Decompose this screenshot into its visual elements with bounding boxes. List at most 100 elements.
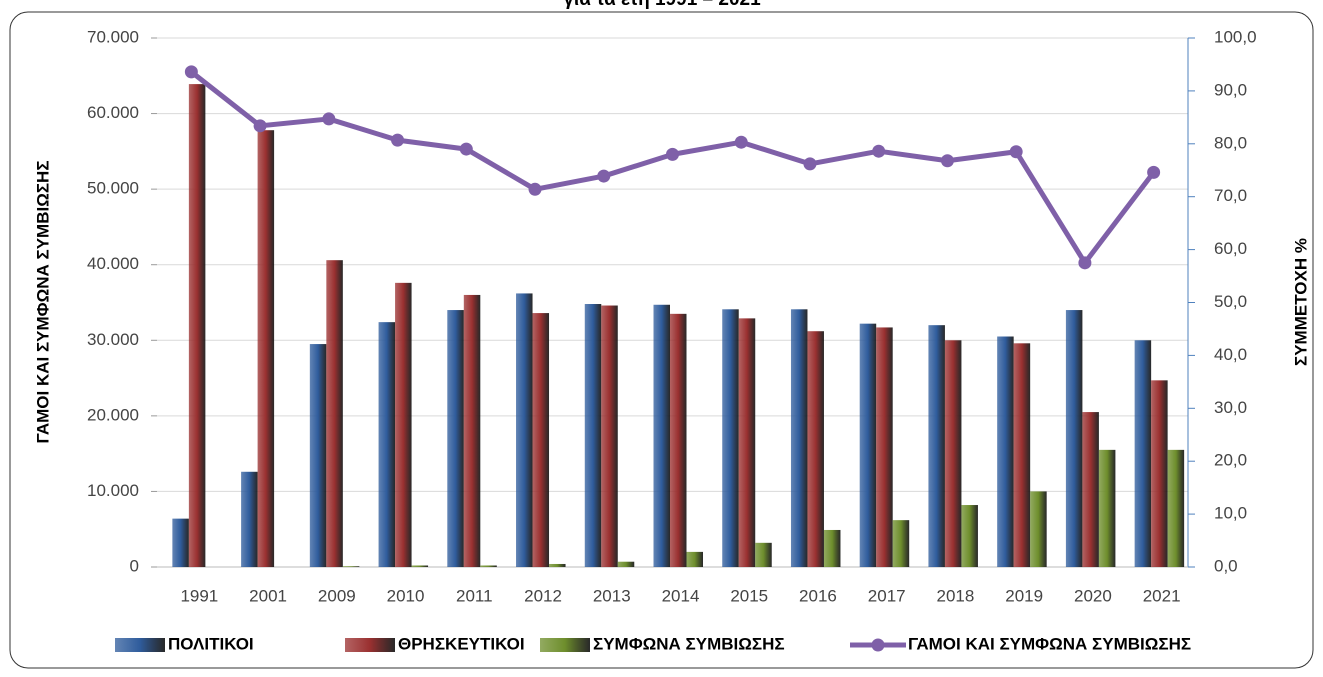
line-point [1009,145,1023,159]
x-tick-label: 2016 [799,586,837,605]
bar [378,322,396,567]
y-tick-label: 70.000 [87,27,139,46]
line-point [1147,165,1161,179]
x-tick-label: 2014 [662,586,700,605]
bar [326,260,343,567]
bar [859,323,877,567]
bar [1030,491,1047,567]
bar [601,305,618,567]
bar [395,282,412,567]
y2-tick-label: 100,0 [1214,27,1257,46]
chart-title: για τα έτη 1991 – 2021 [563,0,761,10]
line-point [322,112,336,126]
bar [480,565,497,567]
bar [790,309,808,567]
bar [1098,449,1116,567]
bar [1082,412,1099,567]
line-point [459,142,473,156]
x-tick-label: 2019 [1005,586,1043,605]
line-point [734,135,748,149]
bar [241,471,258,567]
bar [584,304,602,567]
y-tick-label: 0 [130,556,139,575]
y-tick-label: 60.000 [87,103,139,122]
y2-tick-label: 30,0 [1214,398,1247,417]
y2-tick-label: 80,0 [1214,133,1247,152]
bar [549,563,566,567]
bar [755,542,772,567]
y2-tick-label: 90,0 [1214,80,1247,99]
x-tick-label: 2021 [1143,586,1181,605]
legend-swatch [115,638,165,652]
y2-tick-label: 70,0 [1214,186,1247,205]
bar [928,325,945,567]
bar [257,130,275,567]
line-point [666,147,679,161]
bar [823,529,841,567]
x-tick-label: 2011 [456,586,493,605]
bar [653,304,670,567]
bar [1134,340,1152,567]
line-point [528,182,542,196]
line-point [597,169,611,183]
x-tick-label: 2010 [387,586,425,605]
y2-tick-label: 0,0 [1214,556,1238,575]
x-tick-label: 2020 [1074,586,1112,605]
bar [961,505,978,567]
x-tick-label: 2001 [249,586,287,605]
y-tick-label: 50.000 [87,179,139,198]
x-tick-label: 2009 [318,586,356,605]
legend-swatch [871,638,885,652]
line-point [872,144,886,158]
line-point [391,133,405,147]
bar [172,518,189,567]
bar [309,344,327,567]
bar [463,294,481,567]
legend-label: ΘΡΗΣΚΕΥΤΙΚΟΙ [398,634,525,653]
legend-swatch [540,638,590,652]
y2-tick-label: 40,0 [1214,345,1247,364]
y2-tick-label: 60,0 [1214,239,1247,258]
y-tick-label: 40.000 [87,254,139,273]
line-point [253,119,267,133]
bar [447,310,464,567]
bar [617,561,635,567]
y-tick-label: 20.000 [87,405,139,424]
y-tick-label: 10.000 [87,481,139,500]
x-tick-label: 2015 [730,586,768,605]
bar [997,336,1014,567]
y-tick-label: 30.000 [87,330,139,349]
x-tick-label: 1991 [180,586,218,605]
line-point [940,154,954,168]
bar [944,340,962,567]
bar [876,327,893,567]
bar [532,313,550,567]
bar [892,520,910,567]
chart-frame [9,11,1314,669]
bar [722,309,739,567]
y2-axis-title: ΣΥΜΜΕΤΟΧΗ % [1291,238,1310,366]
bar [1013,343,1031,567]
legend-swatch [345,638,395,652]
y2-tick-label: 20,0 [1214,451,1247,470]
bar [807,331,824,567]
bar [342,566,360,567]
legend-label: ΣΥΜΦΩΝΑ ΣΥΜΒΙΩΣΗΣ [593,634,785,653]
bar [1151,380,1168,567]
bar [188,84,206,567]
x-tick-label: 2017 [868,586,906,605]
legend-label: ΠΟΛΙΤΙΚΟΙ [168,634,254,653]
y2-tick-label: 10,0 [1214,504,1247,523]
legend-label: ΓΑΜΟΙ ΚΑΙ ΣΥΜΦΩΝΑ ΣΥΜΒΙΩΣΗΣ [908,634,1191,653]
bar [516,293,533,567]
bar [738,318,756,567]
line-point [184,65,198,79]
x-tick-label: 2018 [937,586,975,605]
line-point [803,157,817,171]
bar [686,551,703,567]
line-point [1078,256,1092,270]
bar [411,565,429,567]
y-axis-title: ΓΑΜΟΙ ΚΑΙ ΣΥΜΦΩΝΑ ΣΥΜΒΙΩΣΗΣ [33,160,52,443]
